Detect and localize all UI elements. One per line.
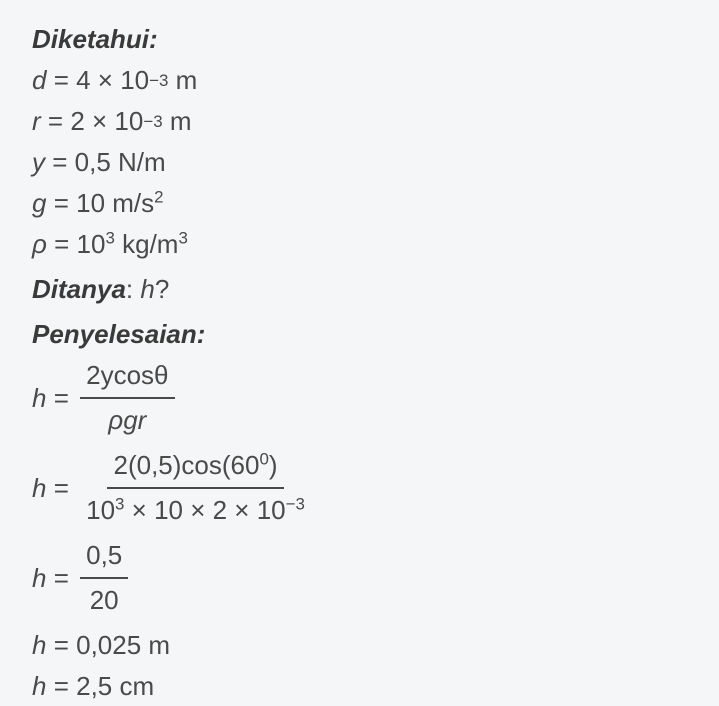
- equals: =: [46, 379, 76, 418]
- g-unit: m/s2: [105, 184, 164, 223]
- eq3-den: 20: [84, 579, 125, 620]
- r-expr: 2 × 10: [70, 102, 143, 141]
- equals: =: [46, 626, 76, 665]
- given-r-line: r = 2 × 10−3 m: [32, 102, 687, 141]
- eq4-val: 0,025: [76, 626, 141, 665]
- r-unit: m: [163, 102, 192, 141]
- eq2-row: h = 2(0,5)cos(600) 103 × 10 × 2 × 10−3: [32, 446, 687, 530]
- eq2-num: 2(0,5)cos(600): [107, 446, 283, 489]
- eq5-unit: cm: [112, 667, 154, 706]
- eq4-row: h = 0,025 m: [32, 626, 687, 665]
- rho-expr: 103: [77, 225, 115, 264]
- equals: =: [46, 469, 76, 508]
- colon: :: [126, 270, 133, 309]
- ditanya-header: Ditanya: [32, 270, 126, 309]
- var-g: g: [32, 184, 46, 223]
- y-unit: N/m: [111, 143, 166, 182]
- var-r: r: [32, 102, 41, 141]
- given-y-line: y = 0,5 N/m: [32, 143, 687, 182]
- equals: =: [46, 184, 76, 223]
- eq3-lhs: h: [32, 559, 46, 598]
- eq3-frac: 0,5 20: [80, 536, 128, 620]
- colon: :: [197, 319, 206, 349]
- penyelesaian-label: Penyelesaian: [32, 319, 197, 349]
- diketahui-header: Diketahui:: [32, 20, 687, 59]
- eq5-val: 2,5: [76, 667, 112, 706]
- eq2-den: 103 × 10 × 2 × 10−3: [80, 489, 311, 530]
- colon: :: [149, 24, 158, 54]
- ditanya-label: Ditanya: [32, 274, 126, 304]
- d-expr: 4 × 10: [76, 61, 149, 100]
- eq1-frac: 2ycosθ ρgr: [80, 356, 174, 440]
- eq5-row: h = 2,5 cm: [32, 667, 687, 706]
- d-unit: m: [168, 61, 197, 100]
- eq3-row: h = 0,5 20: [32, 536, 687, 620]
- var-rho: ρ: [32, 225, 47, 264]
- penyelesaian-header: Penyelesaian:: [32, 315, 687, 354]
- given-g-line: g = 10 m/s2: [32, 184, 687, 223]
- given-rho-line: ρ = 103 kg/m3: [32, 225, 687, 264]
- var-d: d: [32, 61, 46, 100]
- equals: =: [45, 143, 75, 182]
- eq4-unit: m: [141, 626, 170, 665]
- asked-var: h: [140, 270, 154, 309]
- var-y: y: [32, 143, 45, 182]
- equals: =: [47, 225, 77, 264]
- eq1-den: ρgr: [102, 399, 152, 440]
- eq3-num: 0,5: [80, 536, 128, 579]
- rho-unit: kg/m3: [115, 225, 188, 264]
- equals: =: [46, 667, 76, 706]
- eq5-lhs: h: [32, 667, 46, 706]
- y-expr: 0,5: [75, 143, 111, 182]
- equals: =: [46, 61, 76, 100]
- eq1-lhs: h: [32, 379, 46, 418]
- ditanya-row: Ditanya : h ?: [32, 270, 687, 309]
- eq4-lhs: h: [32, 626, 46, 665]
- equals: =: [46, 559, 76, 598]
- g-expr: 10: [76, 184, 105, 223]
- eq1-num: 2ycosθ: [80, 356, 174, 399]
- eq1-row: h = 2ycosθ ρgr: [32, 356, 687, 440]
- asked-suffix: ?: [155, 270, 169, 309]
- diketahui-label: Diketahui: [32, 24, 149, 54]
- eq2-lhs: h: [32, 469, 46, 508]
- eq2-frac: 2(0,5)cos(600) 103 × 10 × 2 × 10−3: [80, 446, 311, 530]
- given-d-line: d = 4 × 10−3 m: [32, 61, 687, 100]
- equals: =: [41, 102, 71, 141]
